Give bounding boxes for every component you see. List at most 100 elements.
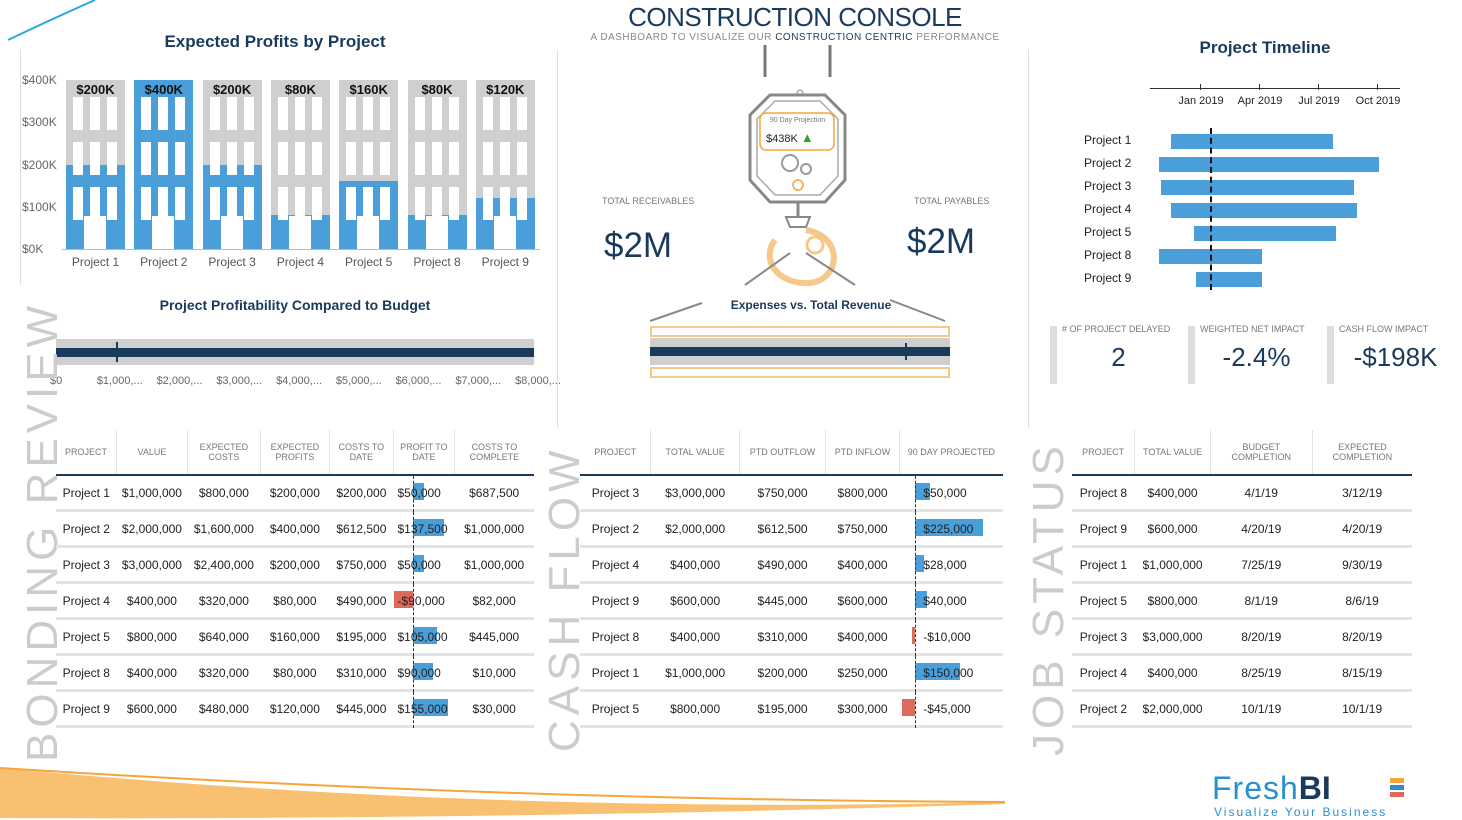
table-row: Project 2 $2,000,000 10/1/19 10/1/19 — [1072, 691, 1412, 727]
timeline-bar — [1171, 203, 1358, 218]
cell-value: $1,000,000 — [665, 666, 725, 680]
bar-window — [73, 97, 83, 130]
bar-window — [312, 97, 322, 130]
kpi-label: # OF PROJECT DELAYED — [1062, 324, 1170, 334]
bar-window — [500, 97, 510, 130]
column-header: COSTS TO COMPLETE — [454, 430, 534, 475]
table-cell: $2,400,000 — [187, 547, 260, 583]
table-row: Project 3 $3,000,000 $2,400,000 $200,000 $75… — [56, 547, 534, 583]
payables-label: TOTAL PAYABLES — [914, 196, 989, 206]
cell-value: $195,000 — [758, 702, 808, 716]
cell-value: $1,000,000 — [464, 522, 524, 536]
bar-window — [363, 97, 373, 130]
table-cell: $2,000,000 — [117, 511, 188, 547]
bar-door — [426, 216, 448, 249]
cell-value: $2,000,000 — [122, 522, 182, 536]
zero-line — [915, 476, 916, 512]
table-cell: $3,000,000 — [651, 475, 739, 511]
bar-window — [380, 187, 390, 220]
cell-value: Project 4 — [63, 594, 110, 608]
bar-window — [227, 142, 237, 175]
row-project-cell: Project 9 — [1072, 511, 1135, 547]
table-cell: $800,000 — [117, 619, 188, 655]
row-project-cell: Project 9 — [580, 583, 651, 619]
table-cell: $3,000,000 — [117, 547, 188, 583]
table-cell: $200,000 — [260, 475, 329, 511]
kpi-value: -$198K — [1333, 342, 1458, 373]
table-cell: $50,000 — [899, 475, 1003, 511]
budget-tick-label: $6,000,... — [389, 375, 449, 387]
row-project-cell: Project 3 — [56, 547, 117, 583]
column-header: PROJECT — [56, 430, 117, 475]
bar-door — [357, 216, 379, 249]
bar-window — [141, 142, 151, 175]
cell-value: $400,000 — [270, 522, 320, 536]
table-cell: $310,000 — [329, 655, 393, 691]
cell-value: $490,000 — [336, 594, 386, 608]
cell-value: $445,000 — [336, 702, 386, 716]
budget-tick-label: $5,000,... — [329, 375, 389, 387]
bar-window — [175, 187, 185, 220]
cell-value: $225,000 — [923, 522, 973, 536]
table-cell: 9/30/19 — [1312, 547, 1412, 583]
brand-tagline: Visualize Your Business — [1214, 805, 1387, 819]
y-tick-label: $100K — [22, 200, 57, 214]
table-cell: 8/20/19 — [1312, 619, 1412, 655]
column-header: TOTAL VALUE — [651, 430, 739, 475]
zero-line — [915, 512, 916, 548]
y-tick-label: $200K — [22, 158, 57, 172]
table-cell: $137,500 — [393, 511, 454, 547]
zero-line — [915, 584, 916, 620]
row-project-cell: Project 2 — [1072, 691, 1135, 727]
bar-window — [278, 187, 288, 220]
bar-window — [500, 142, 510, 175]
table-row: Project 8 $400,000 $320,000 $80,000 $310,000… — [56, 655, 534, 691]
timeline-tick-label: Apr 2019 — [1235, 95, 1285, 107]
bar-logo-icon — [1390, 778, 1404, 802]
cell-value: 8/20/19 — [1342, 630, 1382, 644]
cell-value: $600,000 — [670, 594, 720, 608]
row-project-cell: Project 2 — [56, 511, 117, 547]
table-cell: $750,000 — [739, 475, 826, 511]
table-row: Project 4 $400,000 $490,000 $400,000 $28,000 — [580, 547, 1003, 583]
today-line — [1210, 128, 1212, 290]
table-row: Project 4 $400,000 $320,000 $80,000 $490,000… — [56, 583, 534, 619]
cell-value: -$90,000 — [397, 594, 444, 608]
cell-value: Project 1 — [1080, 558, 1127, 572]
table-cell: 7/25/19 — [1210, 547, 1312, 583]
bar-window — [415, 187, 425, 220]
cell-value: $2,400,000 — [194, 558, 254, 572]
cell-value: $400,000 — [127, 594, 177, 608]
row-project-cell: Project 3 — [580, 475, 651, 511]
table-cell: $687,500 — [454, 475, 534, 511]
table-cell: $310,000 — [739, 619, 826, 655]
profits-chart-title: Expected Profits by Project — [60, 32, 490, 52]
cell-value: $2,000,000 — [1143, 702, 1203, 716]
table-cell: $1,000,000 — [454, 511, 534, 547]
table-row: Project 2 $2,000,000 $1,600,000 $400,000 $61… — [56, 511, 534, 547]
bar-door — [494, 216, 516, 249]
table-cell: $600,000 — [1135, 511, 1210, 547]
table-cell: $2,000,000 — [1135, 691, 1210, 727]
timeline-tick — [1200, 84, 1201, 90]
header: CONSTRUCTION CONSOLE A DASHBOARD TO VISU… — [560, 2, 1030, 43]
bar-window — [278, 142, 288, 175]
expenses-beam-bottom — [650, 367, 950, 378]
cell-value: 4/20/19 — [1241, 522, 1281, 536]
table-cell: $10,000 — [454, 655, 534, 691]
divider-right — [1028, 50, 1029, 428]
table-cell: -$10,000 — [899, 619, 1003, 655]
table-cell: $50,000 — [393, 547, 454, 583]
row-project-cell: Project 8 — [56, 655, 117, 691]
cell-value: $3,000,000 — [122, 558, 182, 572]
cell-value: $400,000 — [1148, 666, 1198, 680]
bar-window — [210, 142, 220, 175]
brand-logo: FreshBI — [1212, 770, 1331, 807]
table-cell: $1,600,000 — [187, 511, 260, 547]
table-cell: -$90,000 — [393, 583, 454, 619]
cell-value: $3,000,000 — [665, 486, 725, 500]
cell-value: $612,500 — [336, 522, 386, 536]
cell-value: Project 5 — [63, 630, 110, 644]
cell-value: 8/6/19 — [1345, 594, 1378, 608]
timeline-bar — [1196, 272, 1262, 287]
